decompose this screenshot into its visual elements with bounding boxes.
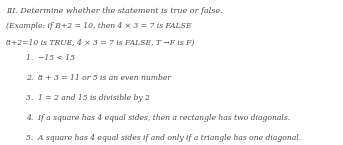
- Text: III. Determine whether the statement is true or false.: III. Determine whether the statement is …: [6, 7, 223, 14]
- Text: 4.  If a square has 4 equal sides, then a rectangle has two diagonals.: 4. If a square has 4 equal sides, then a…: [26, 114, 290, 122]
- Text: 3.  1 = 2 and 15 is divisible by 2: 3. 1 = 2 and 15 is divisible by 2: [26, 94, 150, 102]
- Text: 2.  8 + 3 = 11 or 5 is an even number: 2. 8 + 3 = 11 or 5 is an even number: [26, 74, 171, 82]
- Text: 8+2=10 is TRUE, 4 × 3 = 7 is FALSE, T →F is F): 8+2=10 is TRUE, 4 × 3 = 7 is FALSE, T →F…: [6, 39, 194, 47]
- Text: 1.  −15 < 15: 1. −15 < 15: [26, 54, 75, 62]
- Text: 5.  A square has 4 equal sides if and only if a triangle has one diagonal.: 5. A square has 4 equal sides if and onl…: [26, 134, 301, 142]
- Text: (Example: if B+2 = 10, then 4 × 3 = 7 is FALSE: (Example: if B+2 = 10, then 4 × 3 = 7 is…: [6, 22, 192, 30]
